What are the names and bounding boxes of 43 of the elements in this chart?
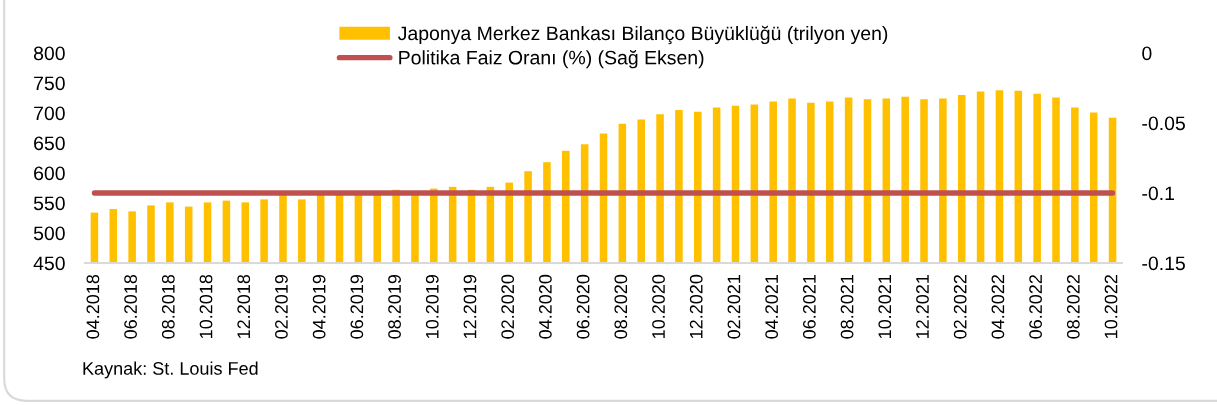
- y-tick-label: 550: [33, 196, 65, 211]
- x-tick-label: 06.2019: [350, 274, 364, 339]
- x-tick-label: 10.2021: [878, 274, 892, 338]
- x-tick-label: 08.2020: [614, 274, 628, 339]
- x-tick-label: 04.2021: [765, 274, 779, 339]
- x-tick-label: 10.2018: [199, 274, 213, 338]
- y-tick-label: 600: [34, 166, 65, 181]
- x-tick-label: 10.2022: [1104, 275, 1118, 338]
- x-tick-label: 08.2022: [1066, 275, 1080, 339]
- x-tick-label: 12.2019: [463, 274, 477, 338]
- legend-label: Japonya Merkez Bankası Bilanço Büyüklüğü (trilyon yen): [398, 25, 888, 45]
- x-tick-label: 10.2020: [652, 274, 665, 338]
- x-tick-label: 06.2021: [802, 274, 816, 339]
- y2-tick-label: -0.05: [1142, 116, 1185, 131]
- x-tick-label: 06.2018: [124, 274, 137, 339]
- y-tick-label: 650: [34, 136, 65, 151]
- y-tick-label: 800: [33, 46, 65, 61]
- y-tick-label: 700: [34, 106, 65, 121]
- x-tick-label: 04.2020: [539, 274, 552, 339]
- text: Kaynak: St. Louis Fed: [83, 361, 258, 379]
- x-tick-label: 02.2019: [275, 274, 288, 339]
- y-tick-label: 500: [33, 226, 65, 241]
- x-tick-label: 12.2021: [916, 274, 929, 338]
- x-tick-label: 12.2020: [689, 274, 703, 338]
- x-tick-label: 04.2018: [86, 274, 100, 339]
- y2-tick-label: 0: [1142, 46, 1152, 61]
- x-tick-label: 02.2021: [727, 274, 741, 339]
- y-tick-label: 450: [33, 256, 65, 271]
- x-tick-label: 08.2021: [840, 274, 854, 339]
- y2-tick-label: -0.1: [1142, 186, 1174, 201]
- x-tick-label: 02.2020: [501, 274, 515, 339]
- x-tick-label: 10.2019: [425, 274, 439, 338]
- x-tick-label: 04.2019: [312, 274, 326, 339]
- x-tick-label: 04.2022: [991, 275, 1005, 339]
- x-tick-label: 02.2022: [953, 275, 967, 339]
- x-tick-label: 06.2020: [576, 274, 590, 339]
- y-tick-label: 750: [34, 76, 65, 91]
- x-tick-label: 12.2018: [237, 274, 251, 338]
- x-tick-label: 08.2018: [161, 274, 175, 339]
- y2-tick-label: -0.15: [1142, 256, 1185, 271]
- legend-label: Politika Faiz Oranı (%) (Sağ Eksen): [399, 49, 704, 69]
- x-tick-label: 06.2022: [1029, 275, 1042, 339]
- x-tick-label: 08.2019: [388, 274, 401, 339]
